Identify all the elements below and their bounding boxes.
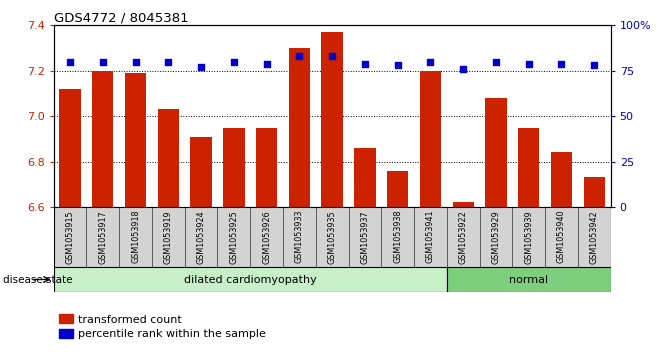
Text: GSM1053933: GSM1053933: [295, 210, 304, 264]
Text: GSM1053917: GSM1053917: [99, 210, 107, 264]
Bar: [420, 71, 441, 207]
Point: [556, 61, 567, 66]
Bar: [584, 178, 605, 207]
Text: GSM1053940: GSM1053940: [557, 210, 566, 264]
Bar: [125, 73, 146, 207]
Bar: [92, 71, 113, 207]
Point: [261, 61, 272, 66]
Legend: transformed count, percentile rank within the sample: transformed count, percentile rank withi…: [59, 314, 266, 339]
Text: normal: normal: [509, 274, 548, 285]
Text: GSM1053938: GSM1053938: [393, 210, 402, 264]
Bar: [289, 48, 310, 207]
Text: disease state: disease state: [3, 275, 73, 285]
Text: GSM1053924: GSM1053924: [197, 210, 205, 264]
Bar: [223, 127, 244, 207]
Text: GSM1053929: GSM1053929: [491, 210, 501, 264]
Bar: [354, 148, 376, 207]
Point: [589, 62, 600, 68]
Text: GSM1053935: GSM1053935: [327, 210, 337, 264]
Point: [294, 53, 305, 59]
Point: [130, 59, 141, 65]
Bar: [256, 127, 277, 207]
Text: GSM1053925: GSM1053925: [229, 210, 238, 264]
Bar: [551, 152, 572, 207]
Bar: [321, 32, 343, 207]
Bar: [60, 89, 81, 207]
Point: [229, 59, 240, 65]
Text: GSM1053918: GSM1053918: [131, 210, 140, 264]
Point: [393, 62, 403, 68]
Point: [491, 59, 501, 65]
Text: GSM1053941: GSM1053941: [426, 210, 435, 264]
Point: [523, 61, 534, 66]
Bar: [485, 98, 507, 207]
Text: GSM1053926: GSM1053926: [262, 210, 271, 264]
Point: [97, 59, 108, 65]
Bar: [452, 202, 474, 207]
Point: [196, 64, 207, 70]
Text: GDS4772 / 8045381: GDS4772 / 8045381: [54, 11, 189, 24]
Point: [425, 59, 435, 65]
Point: [163, 59, 174, 65]
Bar: [447, 267, 611, 292]
Text: GSM1053919: GSM1053919: [164, 210, 173, 264]
Text: GSM1053937: GSM1053937: [360, 210, 370, 264]
Bar: [158, 109, 179, 207]
Point: [458, 66, 468, 72]
Text: GSM1053939: GSM1053939: [524, 210, 533, 264]
Point: [327, 53, 338, 59]
Text: GSM1053915: GSM1053915: [66, 210, 74, 264]
Bar: [191, 136, 212, 207]
Text: dilated cardiomyopathy: dilated cardiomyopathy: [184, 274, 317, 285]
Point: [64, 59, 75, 65]
Bar: [387, 171, 409, 207]
Text: GSM1053922: GSM1053922: [459, 210, 468, 264]
Bar: [54, 267, 447, 292]
Bar: [518, 127, 539, 207]
Text: GSM1053942: GSM1053942: [590, 210, 599, 264]
Point: [360, 61, 370, 66]
